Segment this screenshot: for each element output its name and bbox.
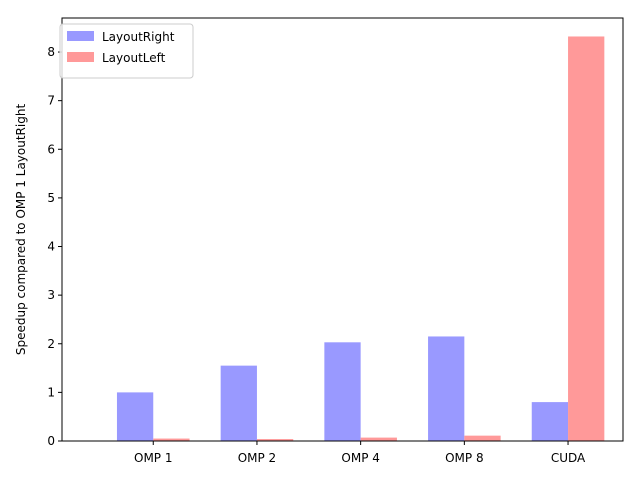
y-tick-label: 8 xyxy=(47,45,55,59)
y-tick-label: 7 xyxy=(47,94,55,108)
legend-swatch xyxy=(67,52,94,62)
y-tick-label: 2 xyxy=(47,337,55,351)
bar-layoutright-omp-2 xyxy=(220,365,257,441)
bars-group xyxy=(116,36,605,441)
x-tick-label: CUDA xyxy=(551,451,586,465)
bar-layoutright-cuda xyxy=(531,402,569,441)
legend-label: LayoutRight xyxy=(102,30,175,44)
x-tick-label: OMP 8 xyxy=(445,451,483,465)
y-tick-label: 6 xyxy=(47,142,55,156)
y-axis-label: Speedup compared to OMP 1 LayoutRight xyxy=(14,104,28,356)
y-tick-label: 1 xyxy=(47,385,55,399)
bar-layoutright-omp-8 xyxy=(428,336,465,441)
bar-layoutleft-omp-1 xyxy=(153,438,190,441)
y-tick-label: 3 xyxy=(47,288,55,302)
x-tick-label: OMP 2 xyxy=(238,451,276,465)
bar-layoutleft-cuda xyxy=(568,36,605,441)
y-tick-label: 0 xyxy=(47,434,55,448)
x-axis: OMP 1 OMP 2 OMP 4 OMP 8 CUDA xyxy=(134,441,586,465)
y-tick-label: 5 xyxy=(47,191,55,205)
bar-layoutleft-omp-2 xyxy=(256,439,294,441)
y-axis: 0 1 2 3 4 5 6 7 8 xyxy=(47,45,62,448)
legend-swatch xyxy=(67,31,94,41)
bar-layoutleft-omp-4 xyxy=(360,437,397,441)
y-tick-label: 4 xyxy=(47,240,55,254)
bar-layoutright-omp-4 xyxy=(324,342,361,441)
x-tick-label: OMP 1 xyxy=(134,451,172,465)
legend-label: LayoutLeft xyxy=(102,51,166,65)
legend: LayoutRight LayoutLeft xyxy=(59,23,194,79)
plot-frame xyxy=(61,17,624,442)
x-tick-label: OMP 4 xyxy=(341,451,379,465)
bar-layoutright-omp-1 xyxy=(116,392,154,441)
bar-layoutleft-omp-8 xyxy=(464,435,501,441)
